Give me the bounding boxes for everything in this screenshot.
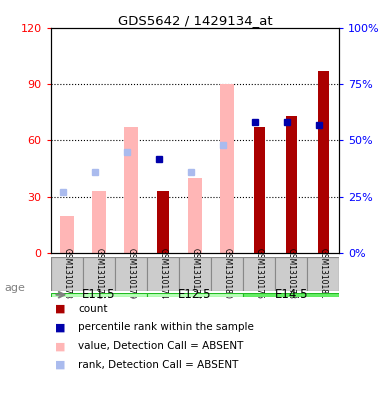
Bar [157,191,168,253]
Bar [188,178,202,253]
Bar [51,257,83,291]
Text: GSM1310180: GSM1310180 [223,248,232,299]
Bar [243,257,275,291]
Bar [60,216,74,253]
Bar [275,257,307,291]
Text: age: age [4,283,25,293]
Text: rank, Detection Call = ABSENT: rank, Detection Call = ABSENT [78,360,238,370]
Text: ■: ■ [55,303,65,314]
Text: ■: ■ [55,341,65,351]
Text: GSM1310178: GSM1310178 [287,248,296,299]
Bar [211,257,243,291]
Bar [92,191,106,253]
Text: E14.5: E14.5 [275,288,308,301]
Text: GSM1310179: GSM1310179 [126,248,135,299]
Text: E11.5: E11.5 [82,288,115,301]
Bar [124,127,138,253]
Bar [307,257,339,291]
Text: GSM1310181: GSM1310181 [319,248,328,299]
Bar [115,257,147,291]
Bar [147,257,179,291]
Text: E12.5: E12.5 [178,288,212,301]
Text: ■: ■ [55,322,65,332]
Text: GSM1310174: GSM1310174 [158,248,167,299]
Bar [285,116,297,253]
Bar [254,127,265,253]
Text: GSM1310175: GSM1310175 [255,248,264,299]
Text: GDS5642 / 1429134_at: GDS5642 / 1429134_at [118,14,272,27]
Text: GSM1310176: GSM1310176 [94,248,103,299]
Bar [51,293,147,297]
Text: ■: ■ [55,360,65,370]
Bar [318,71,329,253]
Bar [147,293,243,297]
Text: GSM1310173: GSM1310173 [62,248,71,299]
Text: percentile rank within the sample: percentile rank within the sample [78,322,254,332]
Bar [83,257,115,291]
Bar [220,84,234,253]
Text: GSM1310177: GSM1310177 [190,248,200,299]
Text: value, Detection Call = ABSENT: value, Detection Call = ABSENT [78,341,243,351]
Text: count: count [78,303,108,314]
Bar [179,257,211,291]
Bar [243,293,339,297]
